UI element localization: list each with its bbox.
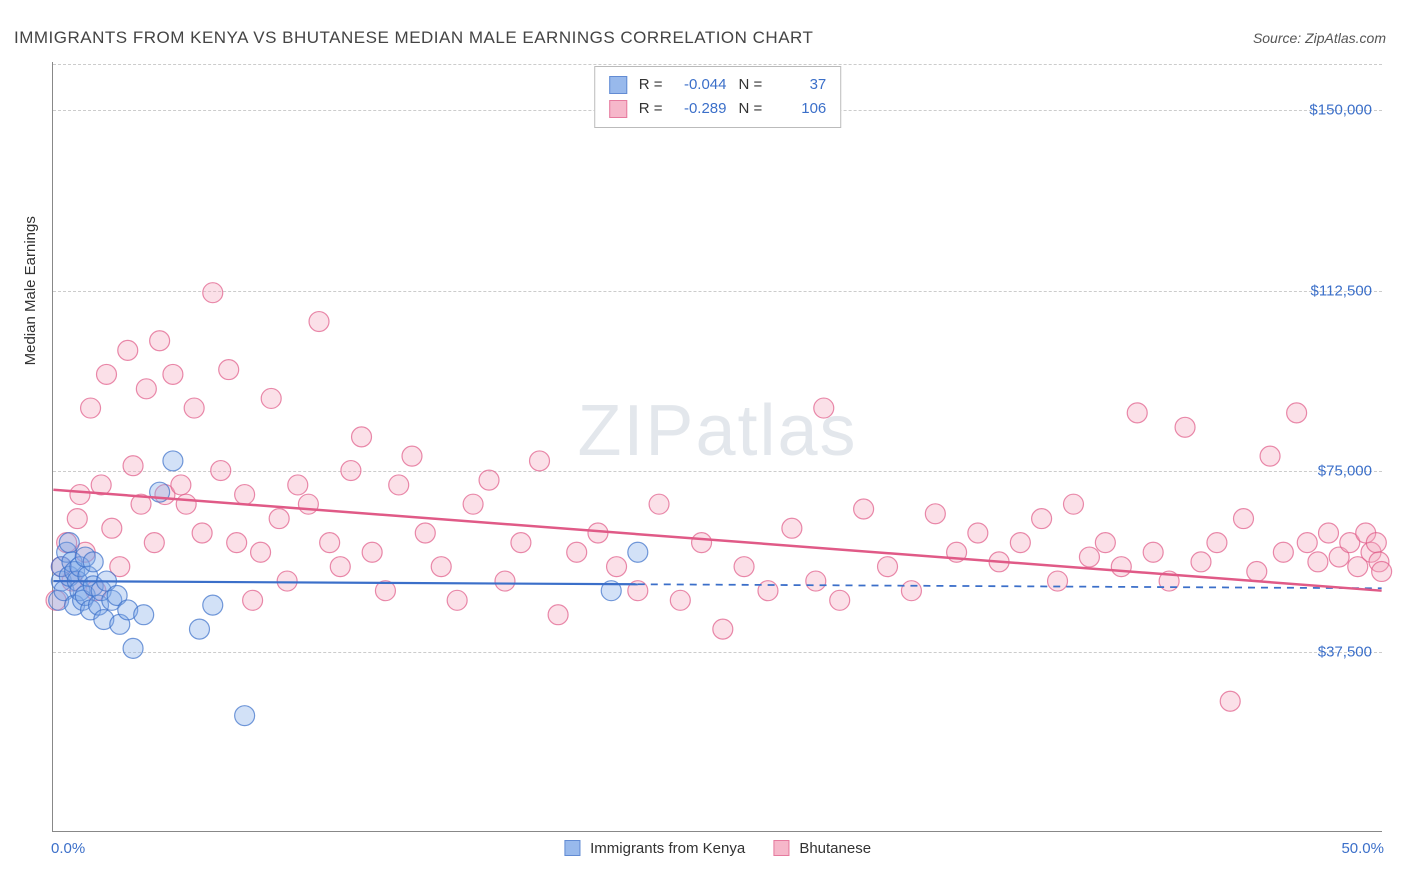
r-label: R =	[639, 97, 663, 121]
scatter-plot-svg	[53, 62, 1382, 831]
swatch-kenya-icon	[609, 76, 627, 94]
stats-row-kenya: R = -0.044 N = 37	[609, 73, 827, 97]
legend-bottom: Immigrants from Kenya Bhutanese	[564, 840, 871, 857]
n-label: N =	[739, 73, 763, 97]
legend-item-bhutanese: Bhutanese	[773, 840, 871, 857]
swatch-bhutanese-icon	[773, 840, 789, 856]
r-label: R =	[639, 73, 663, 97]
n-value-kenya: 37	[774, 73, 826, 97]
legend-label-kenya: Immigrants from Kenya	[590, 840, 745, 857]
x-tick-max: 50.0%	[1341, 840, 1384, 857]
correlation-stats-box: R = -0.044 N = 37 R = -0.289 N = 106	[594, 66, 842, 128]
chart-title: IMMIGRANTS FROM KENYA VS BHUTANESE MEDIA…	[14, 28, 813, 48]
swatch-bhutanese-icon	[609, 100, 627, 118]
x-tick-min: 0.0%	[51, 840, 85, 857]
legend-label-bhutanese: Bhutanese	[799, 840, 871, 857]
swatch-kenya-icon	[564, 840, 580, 856]
r-value-kenya: -0.044	[675, 73, 727, 97]
source-label: Source: ZipAtlas.com	[1253, 30, 1386, 46]
n-label: N =	[739, 97, 763, 121]
r-value-bhutanese: -0.289	[675, 97, 727, 121]
chart-plot-area: ZIPatlas $37,500$75,000$112,500$150,000 …	[52, 62, 1382, 832]
n-value-bhutanese: 106	[774, 97, 826, 121]
stats-row-bhutanese: R = -0.289 N = 106	[609, 97, 827, 121]
legend-item-kenya: Immigrants from Kenya	[564, 840, 745, 857]
y-axis-label: Median Male Earnings	[22, 216, 39, 365]
